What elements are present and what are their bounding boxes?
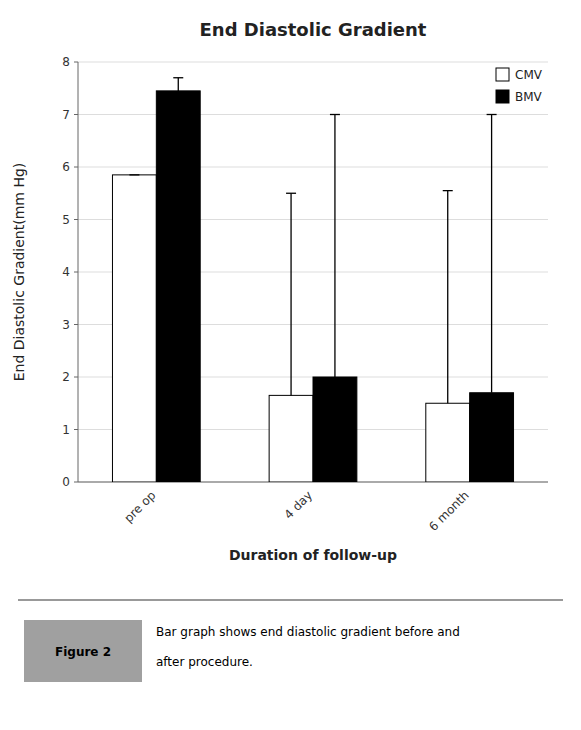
x-axis-label: Duration of follow-up <box>229 547 397 563</box>
caption-text: after procedure. <box>156 655 253 669</box>
error-bar-cap <box>286 193 296 194</box>
y-axis-label: End Diastolic Gradient(mm Hg) <box>11 163 27 382</box>
y-tick-label: 6 <box>62 160 70 174</box>
y-tick <box>74 482 78 483</box>
y-tick-label: 2 <box>62 370 70 384</box>
marks <box>112 78 513 482</box>
error-bar-cap <box>443 190 453 191</box>
error-bar-stem <box>334 115 335 378</box>
legend-label: CMV <box>515 68 543 82</box>
bar <box>156 91 200 482</box>
y-axis <box>78 62 79 482</box>
x-tick-label: 4 day <box>282 488 316 522</box>
y-tick-label: 0 <box>62 475 70 489</box>
grid-line <box>78 167 548 168</box>
y-tick-label: 8 <box>62 55 70 69</box>
y-tick <box>74 272 78 273</box>
error-bar <box>330 115 340 378</box>
caption-separator <box>18 599 563 601</box>
chart-container: End Diastolic Gradient 0 1 2 3 4 5 6 7 8 pre op 4 d… <box>0 0 581 730</box>
legend-swatch <box>496 68 509 81</box>
bar <box>313 377 357 482</box>
y-tick <box>74 324 78 325</box>
legend-swatch <box>496 90 509 103</box>
grid <box>78 62 548 482</box>
y-tick <box>74 377 78 378</box>
caption-text: Bar graph shows end diastolic gradient b… <box>156 625 460 639</box>
caption-label-box <box>24 620 142 682</box>
error-bar <box>129 174 139 175</box>
x-tick-label: 6 month <box>426 488 472 534</box>
y-tick <box>74 429 78 430</box>
error-bar-stem <box>447 191 448 404</box>
y-tick <box>74 167 78 168</box>
y-tick <box>74 114 78 115</box>
error-bar-stem <box>178 78 179 91</box>
legend: CMV BMV <box>496 68 543 104</box>
error-bar <box>487 115 497 393</box>
error-bar-cap <box>129 174 139 175</box>
grid-line <box>78 62 548 63</box>
legend-label: BMV <box>515 90 543 104</box>
error-bar <box>443 191 453 404</box>
y-tick-label: 3 <box>62 318 70 332</box>
bar <box>269 395 313 482</box>
caption-label: Figure 2 <box>55 645 111 659</box>
error-bar <box>173 78 183 91</box>
y-tick <box>74 62 78 63</box>
bar <box>426 403 470 482</box>
bar <box>112 175 156 482</box>
y-tick <box>74 219 78 220</box>
y-tick-label: 7 <box>62 108 70 122</box>
error-bar-stem <box>290 193 291 395</box>
chart-svg: End Diastolic Gradient 0 1 2 3 4 5 6 7 8 pre op 4 d… <box>0 0 581 730</box>
x-tick-label: pre op <box>121 488 158 525</box>
error-bar-stem <box>491 115 492 393</box>
error-bar-cap <box>173 77 183 78</box>
grid-line <box>78 114 548 115</box>
bar <box>470 393 514 482</box>
title: End Diastolic Gradient <box>200 19 427 40</box>
error-bar-cap <box>330 114 340 115</box>
y-tick-label: 5 <box>62 213 70 227</box>
error-bar <box>286 193 296 395</box>
y-tick-label: 4 <box>62 265 70 279</box>
error-bar-cap <box>487 114 497 115</box>
y-tick-label: 1 <box>62 423 70 437</box>
